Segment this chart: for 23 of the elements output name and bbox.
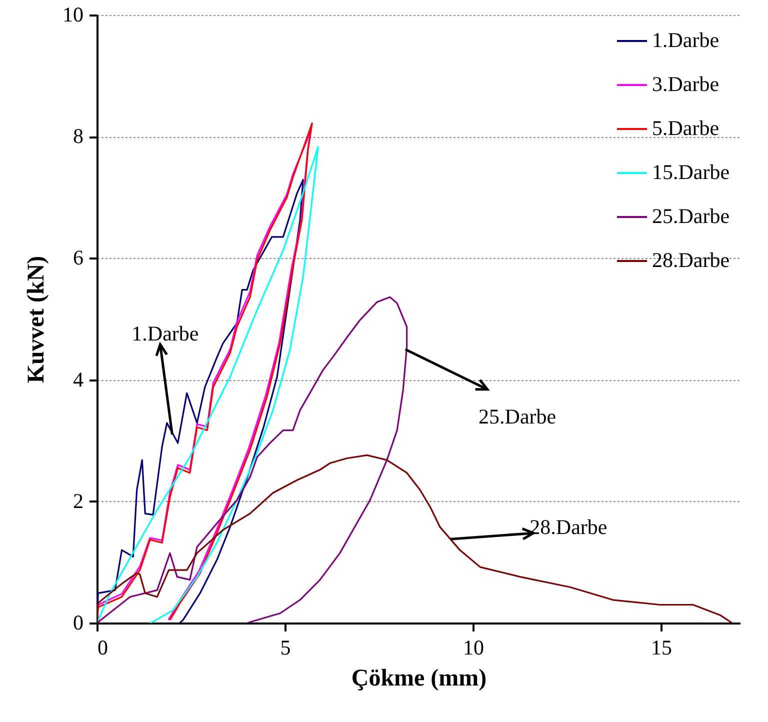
- x-axis-title: Çökme (mm): [351, 666, 487, 692]
- y-axis-title: Kuvvet (kN): [24, 256, 50, 384]
- annotation: 1.Darbe: [132, 322, 199, 346]
- y-tick-label: 6: [73, 246, 84, 270]
- legend-label: 1.Darbe: [652, 28, 720, 52]
- legend-label: 25.Darbe: [652, 204, 730, 228]
- y-tick-label: 2: [73, 488, 84, 513]
- x-tick-label: 0: [98, 636, 108, 660]
- y-tick-label: 8: [73, 124, 84, 148]
- x-tick-label: 15: [651, 636, 672, 660]
- legend-label: 28.Darbe: [652, 248, 730, 272]
- x-tick-label: 10: [463, 636, 484, 660]
- y-tick-label: 10: [62, 2, 84, 26]
- legend-label: 5.Darbe: [652, 116, 720, 140]
- y-tick-label: 4: [73, 367, 84, 392]
- legend-label: 3.Darbe: [652, 72, 720, 96]
- x-tick-label: 5: [280, 636, 291, 660]
- y-tick-label: 0: [73, 610, 84, 634]
- legend-label: 15.Darbe: [652, 160, 730, 184]
- annotation: 25.Darbe: [478, 404, 556, 428]
- annotation: 28.Darbe: [530, 515, 608, 540]
- line-series: [97, 454, 733, 623]
- line-series: [97, 296, 408, 623]
